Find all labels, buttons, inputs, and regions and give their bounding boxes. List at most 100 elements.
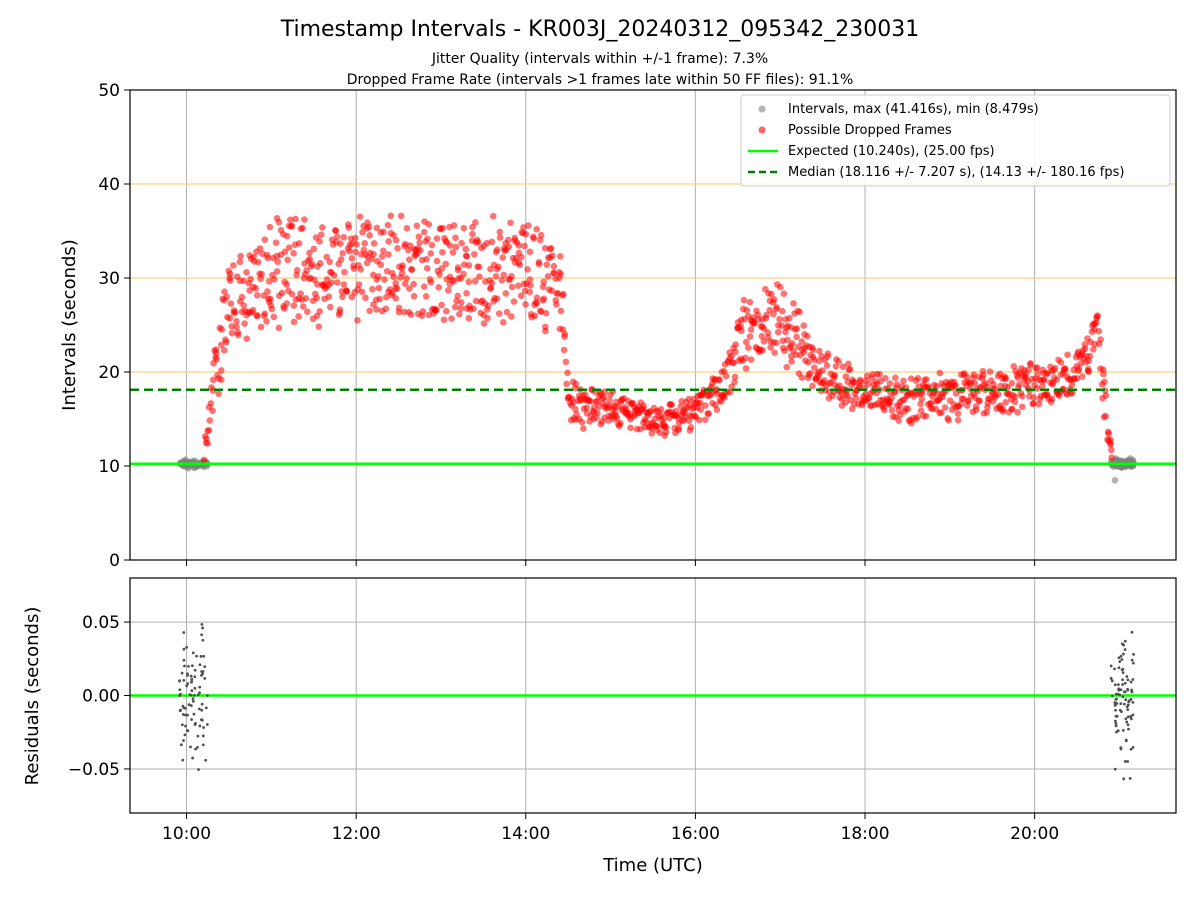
dropped-frame-point <box>687 424 695 431</box>
dropped-frame-point <box>746 333 754 340</box>
dropped-frame-point <box>263 318 270 325</box>
dropped-frame-point <box>882 375 889 382</box>
dropped-frame-point <box>353 241 360 248</box>
dropped-frame-point <box>1008 380 1016 387</box>
dropped-frame-point <box>880 404 887 411</box>
residual-point <box>1126 678 1130 682</box>
dropped-frame-point <box>1034 370 1042 377</box>
residuals-ytick-label-1: 0.00 <box>82 687 120 707</box>
dropped-frame-point <box>525 222 532 229</box>
dropped-frame-point <box>472 219 479 226</box>
residual-point <box>1114 697 1118 701</box>
dropped-frame-point <box>941 404 949 411</box>
dropped-frame-point <box>852 394 860 402</box>
dropped-frame-point <box>1016 381 1023 388</box>
dropped-frame-point <box>820 377 828 384</box>
dropped-frame-point <box>287 216 294 224</box>
dropped-frame-point <box>334 279 341 286</box>
dropped-frame-point <box>438 265 446 272</box>
residual-point <box>206 694 209 697</box>
residual-point <box>184 713 187 717</box>
residual-point <box>1120 668 1124 672</box>
residual-point <box>1123 639 1127 643</box>
residual-point <box>191 756 195 760</box>
dropped-frame-point <box>408 266 416 273</box>
dropped-frame-point <box>851 379 858 386</box>
dropped-frame-point <box>675 426 682 434</box>
residual-point <box>179 743 183 747</box>
dropped-frame-point <box>458 239 465 247</box>
dropped-frame-point <box>233 317 240 325</box>
dropped-frame-point <box>240 277 248 285</box>
dropped-frame-point <box>499 254 507 261</box>
dropped-frame-point <box>526 276 534 283</box>
dropped-frame-point <box>895 417 903 424</box>
dropped-frame-point <box>776 315 783 323</box>
residual-point <box>1129 680 1133 684</box>
residual-point <box>181 758 185 762</box>
dropped-frame-point <box>243 335 251 342</box>
dropped-frame-point <box>760 325 768 332</box>
intervals-ticks: 0 10 20 30 40 50 <box>98 81 1036 571</box>
dropped-frame-point <box>323 253 330 261</box>
dropped-frame-point <box>648 430 656 437</box>
dropped-frame-point <box>306 249 313 257</box>
dropped-frame-point <box>310 245 318 253</box>
dropped-frame-point <box>885 401 893 408</box>
residuals-ytick-label-0: 0.05 <box>82 613 120 633</box>
dropped-frame-point <box>526 288 534 296</box>
dropped-frame-point <box>450 222 458 229</box>
residual-point <box>1119 688 1123 692</box>
residual-point <box>1113 703 1117 707</box>
dropped-frame-point <box>397 212 405 220</box>
residuals-xtick-label-3: 16:00 <box>671 824 720 844</box>
dropped-frame-point <box>893 381 901 388</box>
dropped-frame-point <box>731 373 739 381</box>
dropped-frame-point <box>456 310 463 318</box>
dropped-frame-point <box>781 347 788 355</box>
residual-point <box>1114 722 1118 725</box>
dropped-frame-point <box>839 363 847 370</box>
residual-point <box>1129 714 1133 718</box>
dropped-frame-point <box>856 382 864 389</box>
residual-point <box>1123 690 1127 694</box>
legend-dropped-marker <box>758 126 766 134</box>
dropped-frame-point <box>796 308 803 316</box>
dropped-frame-point <box>293 267 301 274</box>
dropped-frame-point <box>428 241 436 249</box>
dropped-frame-point <box>283 232 291 240</box>
dropped-frame-point <box>923 376 930 383</box>
dropped-frame-point <box>439 224 447 232</box>
dropped-frame-point <box>206 417 214 424</box>
dropped-frame-point <box>243 268 250 276</box>
dropped-frame-point <box>1102 392 1110 399</box>
residual-point <box>187 703 191 707</box>
residual-point <box>192 712 196 716</box>
residuals-ytick-label-2: −0.05 <box>68 760 120 780</box>
dropped-frame-point <box>249 306 257 314</box>
dropped-frame-point <box>475 263 483 271</box>
residual-point <box>198 691 201 695</box>
residual-point <box>1121 695 1125 699</box>
residual-point <box>1124 717 1128 720</box>
dropped-frame-point <box>218 367 225 374</box>
residual-point <box>1109 677 1113 680</box>
dropped-frame-point <box>376 295 384 303</box>
dropped-frame-point <box>290 250 297 257</box>
dropped-frame-point <box>904 405 912 413</box>
dropped-frame-point <box>562 358 570 366</box>
residual-point <box>1126 715 1130 719</box>
dropped-frame-point <box>227 300 235 307</box>
dropped-frame-point <box>764 329 772 336</box>
dropped-frame-point <box>472 297 480 305</box>
residual-point <box>189 674 193 678</box>
dropped-frame-point <box>685 417 693 425</box>
dropped-frame-point <box>593 398 601 405</box>
dropped-frame-point <box>999 408 1007 415</box>
dropped-frame-point <box>494 263 502 271</box>
residual-point <box>1126 723 1130 727</box>
dropped-frame-point <box>540 295 548 303</box>
intervals-ytick-label-0: 0 <box>109 551 120 571</box>
dropped-frame-point <box>888 394 895 402</box>
dropped-frame-point <box>668 401 675 408</box>
